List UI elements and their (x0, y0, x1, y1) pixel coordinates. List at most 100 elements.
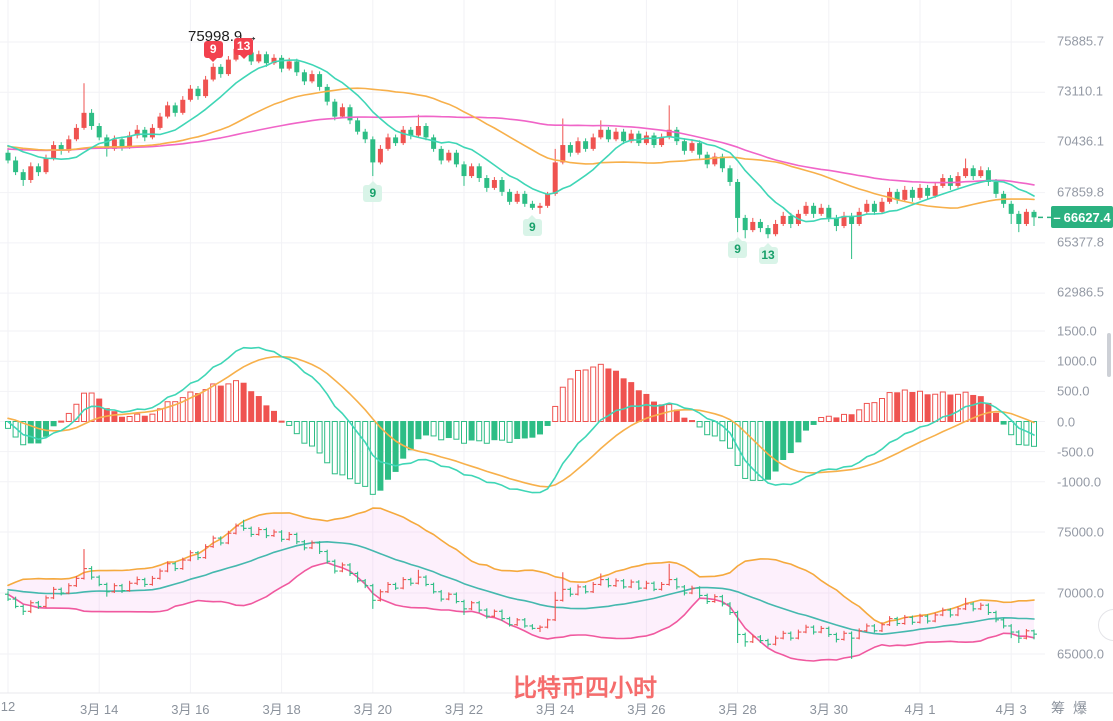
macd-histogram-bar (65, 412, 72, 422)
macd-histogram-bar (757, 421, 764, 481)
ohlc-bar (1000, 618, 1007, 629)
candle-body (925, 187, 931, 196)
ohlc-bar (499, 609, 505, 622)
ohlc-bar (772, 635, 779, 646)
macd-histogram-bar (719, 421, 726, 442)
ohlc-bar (392, 582, 399, 590)
ohlc-bar (727, 602, 733, 615)
macd-histogram-bar (468, 421, 475, 441)
candle-body (423, 126, 429, 138)
ohlc-bar (483, 608, 490, 619)
candle-body (765, 228, 771, 235)
candle-body (225, 59, 231, 75)
ohlc-bar (43, 595, 49, 608)
candle-body (727, 168, 733, 182)
ohlc-bar (643, 580, 650, 590)
candle-body (719, 156, 725, 169)
macd-histogram-bar (552, 405, 559, 423)
macd-histogram-bar (217, 385, 224, 422)
candle-body (613, 131, 619, 140)
candle-body (210, 66, 216, 80)
candle-body (400, 129, 406, 144)
candle-body (643, 135, 649, 144)
candle-body (826, 207, 832, 218)
price-axis-label: 62986.5 (1057, 284, 1104, 300)
candle-body (879, 201, 885, 212)
ohlc-bar (749, 634, 756, 644)
liquidation-button[interactable]: 爆 (1073, 700, 1087, 716)
candle-body (590, 137, 596, 149)
ohlc-bar (947, 608, 954, 618)
td-sequential-badge-red-13: 13 (234, 37, 254, 59)
macd-histogram-bar (1015, 421, 1022, 446)
macd-histogram-bar (476, 421, 483, 442)
right-scrollbar-thumb[interactable] (1107, 333, 1111, 377)
td-sequential-badge-green-9: 9 (522, 214, 542, 236)
candle-body (856, 211, 862, 224)
macd-histogram-bar (886, 392, 893, 423)
macd-histogram-bar (711, 421, 718, 437)
ohlc-bar (316, 541, 323, 554)
boll-lower-line (7, 561, 1035, 662)
candle-body (955, 176, 961, 186)
macd-histogram-bar (499, 421, 505, 441)
macd-histogram-bar (134, 413, 141, 422)
ohlc-bar (575, 584, 581, 596)
last-price-tag: – 66627.4 (1051, 206, 1113, 229)
ohlc-bar (810, 625, 817, 635)
ohlc-bar (309, 540, 315, 550)
boll-upper-line (7, 507, 1035, 625)
macd-histogram-bar (362, 421, 369, 487)
candle-body (780, 215, 786, 224)
macd-histogram-bar (301, 421, 308, 444)
candle-body (605, 129, 611, 140)
candle-body (864, 203, 870, 212)
ohlc-bar (248, 526, 255, 537)
macd-histogram-bar (597, 363, 604, 423)
macd-histogram-bar (765, 421, 771, 480)
ma-fast-line (7, 59, 1035, 223)
candle-body (909, 189, 915, 198)
candle-body (35, 166, 41, 173)
ohlc-bar (149, 575, 156, 586)
ohlc-bar (529, 624, 536, 630)
macd-histogram-bar (704, 421, 711, 436)
macd-histogram-bar (506, 421, 513, 443)
ohlc-bar (172, 561, 179, 572)
ohlc-bar (818, 625, 825, 634)
candle-body (750, 221, 756, 231)
ohlc-bar (400, 577, 407, 590)
macd-histogram-bar (1008, 421, 1015, 436)
macd-histogram-bar (529, 421, 536, 438)
ohlc-bar (871, 624, 878, 633)
ohlc-bar (58, 587, 65, 596)
ohlc-bar (673, 577, 680, 590)
macd-histogram-bar (932, 393, 939, 423)
macd-histogram-bar (955, 393, 961, 423)
ohlc-bar (50, 586, 57, 600)
macd-histogram-bar (385, 421, 391, 480)
macd-histogram-bar (818, 416, 825, 423)
macd-histogram-bar (772, 421, 779, 472)
candle-body (43, 158, 49, 173)
macd-histogram-bar (233, 380, 239, 422)
macd-histogram-bar (286, 421, 293, 426)
price-axis-label: 67859.8 (1057, 184, 1104, 200)
candle-body (301, 72, 307, 82)
macd-histogram-bar (461, 421, 467, 444)
ohlc-bar (164, 561, 171, 573)
candle-body (13, 160, 19, 173)
macd-histogram-bar (605, 368, 612, 422)
chip-distribution-button[interactable]: 筹 (1051, 700, 1065, 716)
ohlc-bar (955, 606, 961, 617)
candle-body (598, 129, 604, 138)
macd-histogram-bar (628, 382, 635, 423)
price-axis-label: 70436.1 (1057, 133, 1104, 149)
candle-body (172, 105, 178, 113)
macd-histogram-bar (666, 404, 673, 422)
candle-body (317, 74, 323, 87)
ohlc-bar (666, 563, 673, 586)
candle-body (712, 156, 718, 165)
ohlc-bar (962, 597, 969, 611)
